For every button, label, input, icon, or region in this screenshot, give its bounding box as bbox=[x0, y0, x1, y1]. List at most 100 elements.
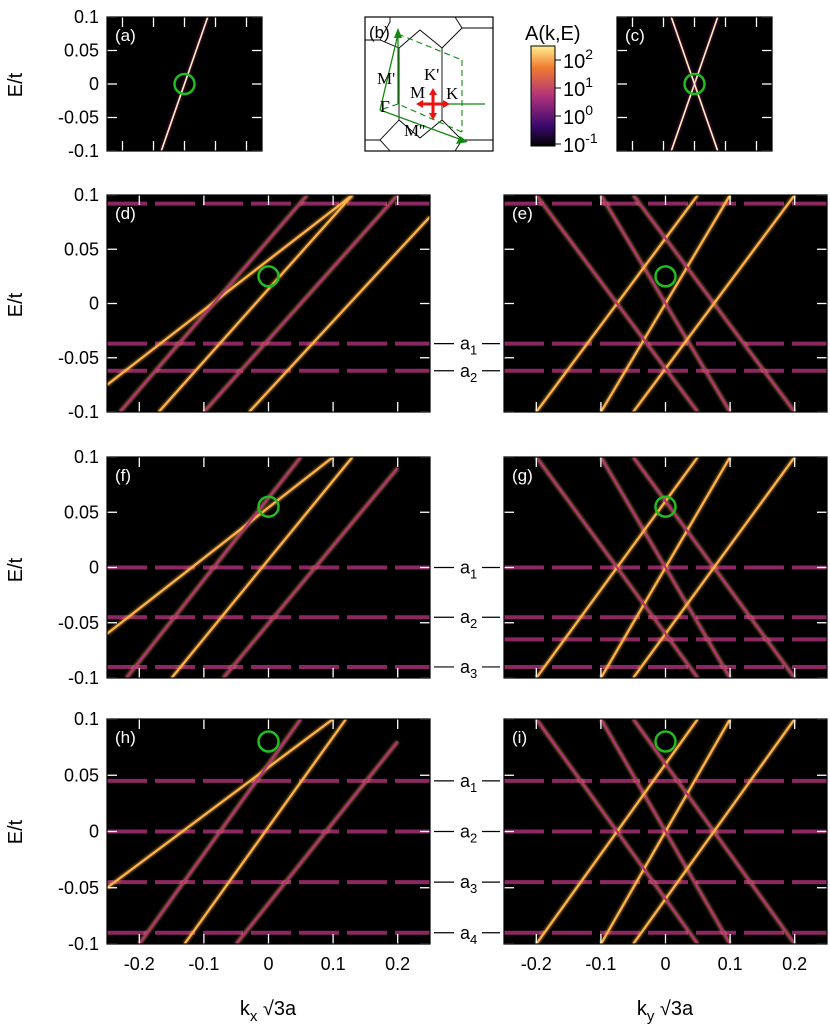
panel-h-xtick-label-0: -0.2 bbox=[124, 954, 155, 974]
panel-g-marker bbox=[654, 495, 677, 518]
panel-d-background bbox=[107, 195, 430, 412]
panel-h-xtick-label-3: 0.1 bbox=[321, 954, 346, 974]
bz-label-k: K bbox=[446, 84, 459, 103]
panel-i-xtick-label-0: -0.2 bbox=[521, 954, 552, 974]
panel-a-label: (a) bbox=[115, 26, 136, 45]
panel-i-band-4 bbox=[632, 719, 796, 944]
panel-h-ytick-label-3: -0.05 bbox=[58, 878, 99, 898]
panel-a-ytick-label-3: -0.05 bbox=[58, 108, 99, 128]
level-h-a4-label: a4 bbox=[460, 923, 477, 947]
panel-d-band-1 bbox=[119, 195, 309, 412]
panel-a-frame bbox=[106, 16, 263, 152]
panel-g-band-1 bbox=[599, 457, 732, 678]
colorbar-tick-2: 101 bbox=[555, 74, 593, 101]
x-axis-title-ky: ky √3a bbox=[637, 998, 694, 1025]
panels-layer: (a) 0.1 0.05 0 -0.05 -0.1 (c) (d) 0.1 0.05 0 -0.05 -… bbox=[58, 7, 828, 974]
panel-h-xtick-label-4: 0.2 bbox=[385, 954, 410, 974]
panel-a-ytick-label-0: 0.1 bbox=[74, 7, 99, 27]
panel-c-frame bbox=[616, 16, 773, 152]
panel-f-ytick-label-0: 0.1 bbox=[74, 447, 99, 467]
bz-label-k-prime: K' bbox=[424, 65, 439, 84]
y-axis-title-row3: E/t bbox=[5, 557, 27, 582]
x-axis-title-kx: kx √3a bbox=[240, 998, 297, 1025]
panel-e-marker bbox=[654, 265, 677, 288]
panel-f-band-0 bbox=[107, 457, 334, 635]
panel-d-ytick-label-2: 0 bbox=[89, 294, 99, 314]
panel-h-band-0 bbox=[107, 719, 334, 889]
panel-d-band-0 bbox=[107, 195, 354, 386]
panel-e: (e) bbox=[503, 194, 828, 413]
svg-text:102: 102 bbox=[563, 46, 593, 73]
panel-d-band-4 bbox=[248, 215, 430, 412]
panel-h-frame bbox=[106, 718, 431, 945]
level-f-a2-label: a2 bbox=[460, 607, 477, 631]
panel-f-band-2 bbox=[170, 457, 354, 678]
level-h-a3-label: a3 bbox=[460, 872, 477, 896]
bz-label-m-prime: M' bbox=[377, 69, 395, 88]
panel-h-band-2 bbox=[183, 719, 347, 944]
panel-c-band-1 bbox=[670, 17, 719, 151]
panel-i-xtick-label-1: -0.1 bbox=[585, 954, 616, 974]
panel-f-ytick-label-1: 0.05 bbox=[64, 502, 99, 522]
panel-d-ytick-label-1: 0.05 bbox=[64, 239, 99, 259]
colorbar-gradient bbox=[530, 45, 556, 147]
panel-e-frame bbox=[503, 194, 828, 413]
colorbar-tick-3: 100 bbox=[555, 102, 593, 129]
panel-i-band-1 bbox=[599, 719, 732, 944]
level-d-a1-label: a1 bbox=[460, 334, 477, 358]
panel-i-band-5 bbox=[535, 719, 699, 944]
panel-d-marker bbox=[257, 265, 280, 288]
colorbar-tick-4: 10-1 bbox=[555, 130, 598, 157]
level-h-a1-label: a1 bbox=[460, 771, 477, 795]
panel-a-marker bbox=[173, 72, 196, 96]
panel-h-ytick-label-4: -0.1 bbox=[68, 934, 99, 954]
panel-i-xtick-label-2: 0 bbox=[660, 954, 670, 974]
colorbar: A(k,E) 102 101 100 10-1 bbox=[525, 23, 598, 157]
panel-a-ytick-label-1: 0.05 bbox=[64, 41, 99, 61]
bz-label-m: M bbox=[410, 83, 425, 102]
panel-h-xtick-label-1: -0.1 bbox=[188, 954, 219, 974]
panel-h-label: (h) bbox=[115, 728, 136, 747]
level-d-a2-label: a2 bbox=[460, 361, 477, 385]
panel-f-marker bbox=[257, 495, 280, 518]
panel-i-frame bbox=[503, 718, 828, 945]
bz-path bbox=[379, 28, 485, 144]
bz-panel-label: (b) bbox=[369, 23, 390, 42]
svg-text:100: 100 bbox=[563, 102, 593, 129]
colorbar-title: A(k,E) bbox=[525, 23, 581, 45]
bz-label-m-dprime: M'' bbox=[404, 121, 425, 140]
panel-i-xtick-label-4: 0.2 bbox=[782, 954, 807, 974]
panel-c-marker bbox=[683, 72, 706, 96]
panel-d-label: (d) bbox=[115, 204, 136, 223]
panel-f-frame bbox=[106, 456, 431, 679]
bz-label-gamma: Γ bbox=[380, 97, 390, 116]
panel-d-frame bbox=[106, 194, 431, 413]
panel-d-band-2 bbox=[157, 195, 354, 412]
panel-g-frame bbox=[503, 456, 828, 679]
level-f-a3-label: a3 bbox=[460, 657, 477, 681]
panel-e-band-4 bbox=[632, 195, 796, 412]
panel-f-ytick-label-4: -0.1 bbox=[68, 668, 99, 688]
panel-f-band-1 bbox=[125, 457, 302, 678]
panel-i-xtick-label-3: 0.1 bbox=[718, 954, 743, 974]
level-h-a2-label: a2 bbox=[460, 822, 477, 846]
bz-hexagons bbox=[365, 16, 493, 152]
panel-g-band-4 bbox=[632, 457, 796, 678]
panel-d-ytick-label-4: -0.1 bbox=[68, 402, 99, 422]
panel-e-label: (e) bbox=[512, 204, 533, 223]
panel-h-ytick-label-0: 0.1 bbox=[74, 709, 99, 729]
panel-h-ytick-label-1: 0.05 bbox=[64, 765, 99, 785]
panel-f-band-3 bbox=[222, 467, 399, 678]
panel-h-xtick-label-2: 0 bbox=[263, 954, 273, 974]
y-axis-title-row2: E/t bbox=[5, 292, 27, 317]
panel-f-label: (f) bbox=[115, 466, 131, 485]
level-f-a1-label: a1 bbox=[460, 558, 477, 582]
brillouin-zone-panel: (b) M' K' M K Γ M'' bbox=[364, 16, 494, 152]
panel-g: (g) bbox=[503, 456, 828, 679]
panel-c-label: (c) bbox=[625, 26, 645, 45]
panel-i-label: (i) bbox=[512, 728, 527, 747]
colorbar-tick-1: 102 bbox=[555, 46, 593, 73]
panel-g-label: (g) bbox=[512, 466, 533, 485]
panel-a-band-0 bbox=[160, 17, 209, 151]
panel-e-ticks bbox=[504, 194, 827, 413]
